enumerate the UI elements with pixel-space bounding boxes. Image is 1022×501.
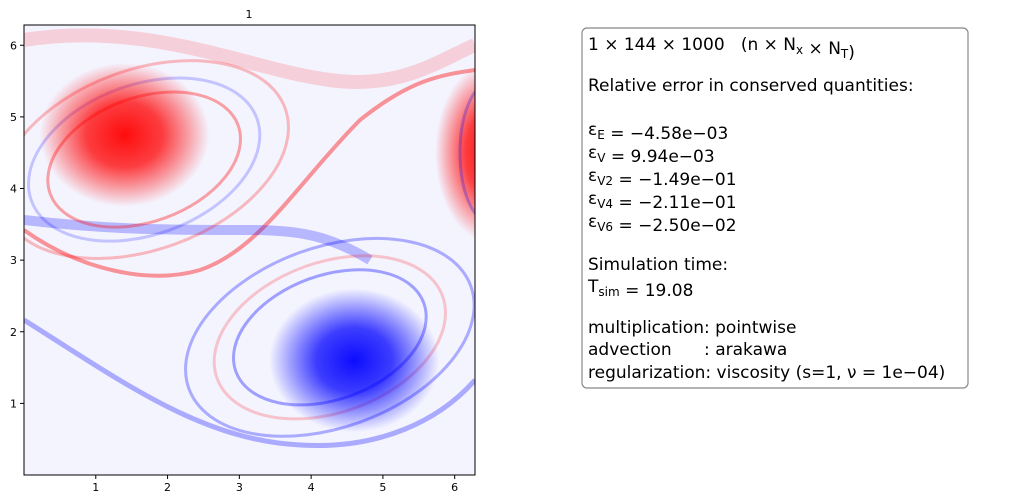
x-tick-label: 6: [451, 481, 458, 494]
subscript: x: [796, 43, 803, 57]
info-text-segment: × N: [803, 39, 841, 59]
y-tick-label: 3: [10, 254, 17, 267]
y-tick-label: 2: [10, 326, 17, 339]
info-line: Simulation time:: [588, 255, 728, 275]
info-line: εE = −4.58e−03: [588, 120, 728, 144]
info-text-segment: ): [848, 43, 855, 63]
y-tick-label: 5: [10, 111, 17, 124]
info-text-segment: advection : arakawa: [588, 340, 787, 360]
info-text-segment: Relative error in conserved quantities:: [588, 76, 914, 96]
info-text-segment: ε: [588, 143, 597, 163]
info-text-segment: = −2.11e−01: [613, 193, 736, 213]
info-line: advection : arakawa: [588, 340, 787, 360]
info-text-segment: 1 × 144 × 1000 (n × N: [588, 35, 796, 55]
info-text-segment: = −1.49e−01: [613, 170, 736, 190]
x-tick-label: 1: [92, 481, 99, 494]
info-line: Relative error in conserved quantities:: [588, 76, 914, 96]
info-line: εV = 9.94e−03: [588, 143, 715, 167]
info-text-segment: ε: [588, 120, 597, 140]
vortex: [269, 288, 440, 433]
subscript: V: [597, 151, 606, 165]
subscript: E: [597, 128, 605, 142]
info-text-segment: ε: [588, 189, 597, 209]
band: [24, 317, 475, 449]
x-tick-label: 3: [236, 481, 243, 494]
x-tick-label: 2: [164, 481, 171, 494]
plot-frame: [23, 24, 476, 476]
info-line: εV2 = −1.49e−01: [588, 166, 737, 190]
info-text-segment: ε: [588, 212, 597, 232]
subscript: V6: [597, 220, 613, 234]
info-text-segment: = −4.58e−03: [605, 124, 728, 144]
x-tick-label: 5: [379, 481, 386, 494]
band: [24, 28, 475, 89]
info-line: Tsim = 19.08: [587, 277, 693, 301]
info-text-segment: regularization: viscosity (s=1, ν = 1e−0…: [588, 363, 945, 383]
info-box: [581, 27, 969, 389]
info-text-segment: ε: [588, 166, 597, 186]
info-line: εV6 = −2.50e−02: [588, 212, 737, 236]
x-tick-label: 4: [308, 481, 315, 494]
info-text-segment: = 19.08: [620, 281, 694, 301]
y-tick-label: 1: [10, 397, 17, 410]
vortex: [39, 62, 210, 207]
ring: [458, 89, 475, 216]
info-text-segment: = −2.50e−02: [613, 216, 736, 236]
info-line: 1 × 144 × 1000 (n × Nx × NT): [588, 35, 855, 63]
subscript: sim: [598, 285, 619, 299]
subscript: V2: [597, 174, 613, 188]
y-tick-label: 4: [10, 183, 17, 196]
chart-title: 1: [246, 8, 253, 21]
subscript: T: [840, 47, 849, 61]
info-line: regularization: viscosity (s=1, ν = 1e−0…: [588, 363, 945, 383]
y-tick-label: 6: [10, 39, 17, 52]
info-text-segment: multiplication: pointwise: [588, 318, 796, 338]
info-line: εV4 = −2.11e−01: [588, 189, 737, 213]
band: [24, 68, 475, 278]
info-text: 1 × 144 × 1000 (n × Nx × NT)Relative err…: [587, 35, 945, 383]
field-image: [24, 25, 475, 475]
band: [24, 215, 373, 265]
subscript: V4: [597, 197, 613, 211]
info-text-segment: = 9.94e−03: [605, 147, 714, 167]
info-line: multiplication: pointwise: [588, 318, 796, 338]
info-text-segment: Simulation time:: [588, 255, 728, 275]
info-text-segment: T: [587, 277, 599, 297]
vortex: [435, 66, 475, 240]
